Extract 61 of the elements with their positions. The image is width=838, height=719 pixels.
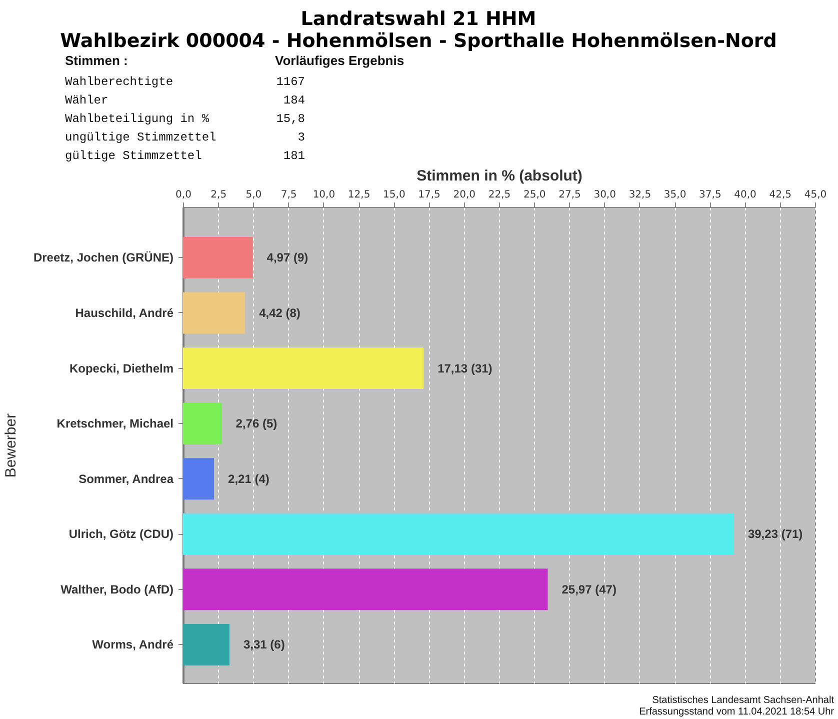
text: Erfassungsstand vom 11.04.2021 18:54 Uhr (639, 706, 835, 718)
data-label: 4,97 (9) (266, 250, 308, 265)
data-label: 25,97 (47) (562, 582, 616, 596)
x-tick-label: 35,0 (664, 190, 686, 200)
text: 1167 (276, 75, 305, 89)
bar (183, 348, 424, 389)
x-tick-label: 45,0 (804, 190, 827, 200)
x-tick-label: 27,5 (558, 190, 581, 200)
text: Stimmen : (65, 53, 128, 68)
bar (183, 292, 246, 334)
bar (183, 568, 548, 610)
text: ungültige Stimmzettel (65, 130, 216, 144)
x-axis-title: Stimmen in % (absolut) (416, 168, 582, 184)
bar (183, 236, 253, 278)
x-tick-label: 5,0 (246, 190, 262, 200)
y-tick-label: Worms, André (92, 638, 174, 652)
bar (183, 513, 734, 555)
x-tick-label: 7,5 (280, 190, 297, 200)
y-axis-title: Bewerber (2, 413, 20, 478)
x-tick-label: 10,0 (312, 190, 336, 200)
data-label: 2,76 (5) (236, 416, 278, 431)
text: gültige Stimmzettel (65, 149, 202, 163)
x-tick-label: 37,5 (699, 190, 722, 200)
x-tick-label: 32,5 (628, 190, 652, 200)
text: Wähler (65, 94, 108, 108)
text: Wahlbeteiligung in % (65, 112, 210, 126)
x-tick-label: 17,5 (418, 190, 440, 200)
x-tick-label: 30,0 (594, 190, 616, 200)
y-tick-label: Walther, Bodo (AfD) (60, 582, 174, 596)
y-tick-label: Kopecki, Diethelm (69, 361, 174, 376)
text: Vorläufiges Ergebnis (275, 53, 404, 68)
bar (183, 402, 222, 444)
text: 3 (298, 130, 305, 144)
text: Statistisches Landesamt Sachsen-Anhalt (652, 695, 834, 706)
x-tick-label: 12,5 (348, 190, 370, 200)
chart-title: Landratswahl 21 HHM (300, 8, 536, 30)
data-label: 3,31 (6) (243, 638, 285, 652)
text: 181 (283, 149, 305, 163)
data-label: 39,23 (71) (748, 527, 803, 542)
bar (183, 624, 230, 666)
chart-subtitle: Wahlbezirk 000004 - Hohenmölsen - Sporthalle Hohenmölsen-Nord (60, 30, 777, 52)
x-tick-label: 25,0 (523, 190, 546, 200)
text: 184 (283, 94, 305, 108)
x-tick-label: 20,0 (453, 190, 476, 200)
text: 15,8 (276, 112, 305, 126)
text: Wahlberechtigte (65, 75, 174, 89)
x-tick-label: 15,0 (383, 190, 406, 200)
data-label: 2,21 (4) (228, 472, 270, 486)
data-label: 4,42 (8) (259, 306, 300, 320)
bar (183, 458, 214, 500)
y-tick-label: Kretschmer, Michael (56, 416, 174, 431)
y-tick-label: Hauschild, André (75, 306, 174, 320)
x-tick-label: 22,5 (488, 190, 511, 200)
x-tick-label: 0,0 (176, 190, 192, 200)
x-tick-label: 2,5 (210, 190, 227, 200)
y-tick-label: Sommer, Andrea (78, 472, 174, 486)
y-tick-label: Dreetz, Jochen (GRÜNE) (33, 250, 174, 265)
x-tick-label: 42,5 (769, 190, 792, 200)
x-tick-label: 40,0 (734, 190, 756, 200)
y-tick-label: Ulrich, Götz (CDU) (68, 527, 174, 542)
data-label: 17,13 (31) (438, 361, 492, 376)
